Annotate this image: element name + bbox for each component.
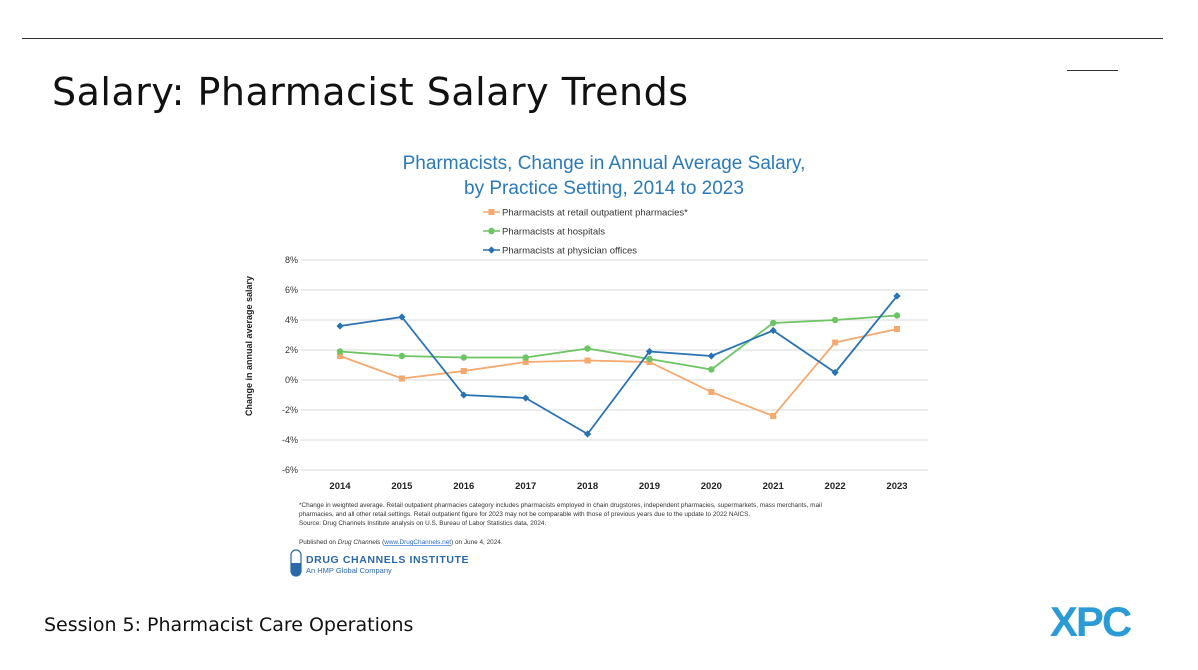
- data-point-marker: [708, 366, 715, 373]
- x-tick-label: 2023: [886, 481, 907, 492]
- series-line: [339, 328, 898, 417]
- x-tick-label: 2019: [639, 481, 660, 492]
- data-point-marker: [487, 246, 496, 254]
- x-tick-label: 2014: [329, 481, 351, 492]
- data-point-marker: [770, 413, 777, 419]
- y-tick-label: 8%: [285, 255, 298, 265]
- chart-legend: Pharmacists at retail outpatient pharmac…: [483, 208, 688, 257]
- legend-label: Pharmacists at physician offices: [502, 246, 637, 257]
- corner-accent-line: [1067, 70, 1118, 71]
- data-point-marker: [336, 348, 344, 355]
- footnote-line-1: *Change in weighted average. Retail outp…: [299, 502, 822, 509]
- data-point-marker: [522, 394, 530, 402]
- slide-title: Salary: Pharmacist Salary Trends: [52, 70, 689, 114]
- published-suffix: on June 4, 2024.: [453, 539, 503, 546]
- data-point-marker: [522, 354, 529, 361]
- data-point-marker: [460, 354, 467, 361]
- series-1: [337, 326, 900, 419]
- data-point-marker: [584, 357, 591, 364]
- source-logo-subtitle: An HMP Global Company: [306, 566, 392, 575]
- y-axis-label: Change in annual average salary: [244, 276, 254, 416]
- chart-gridlines: [301, 259, 928, 471]
- data-point-marker: [460, 368, 467, 374]
- data-point-marker: [584, 345, 591, 352]
- drugchannels-link[interactable]: www.DrugChannels.net: [383, 539, 451, 546]
- session-footer: Session 5: Pharmacist Care Operations: [44, 614, 414, 636]
- data-point-marker: [646, 355, 653, 363]
- x-tick-label: 2020: [701, 481, 722, 492]
- capsule-icon: [290, 549, 302, 577]
- data-point-marker: [488, 227, 495, 235]
- footnote-line-3: Source: Drug Channels Institute analysis…: [299, 520, 546, 527]
- data-point-marker: [460, 391, 468, 399]
- source-logo-name: DRUG CHANNELS INSTITUTE: [306, 554, 469, 566]
- chart-title-line-1: Pharmacists, Change in Annual Average Sa…: [403, 153, 806, 174]
- data-point-marker: [398, 375, 405, 382]
- data-point-marker: [831, 368, 839, 377]
- data-point-marker: [488, 209, 495, 215]
- published-source: Drug Channels: [338, 539, 381, 546]
- y-tick-label: 2%: [285, 345, 298, 355]
- legend-label: Pharmacists at hospitals: [502, 227, 605, 238]
- data-point-marker: [893, 312, 901, 319]
- xpc-logo-text: XPC: [1050, 598, 1132, 640]
- y-tick-label: 4%: [285, 315, 298, 325]
- data-point-marker: [708, 389, 715, 395]
- x-tick-label: 2022: [825, 481, 846, 492]
- data-point-marker: [832, 339, 839, 346]
- data-point-marker: [894, 326, 900, 332]
- x-tick-label: 2015: [391, 481, 413, 492]
- chart-title-line-2: by Practice Setting, 2014 to 2023: [464, 178, 744, 199]
- top-divider: [22, 38, 1163, 39]
- salary-trend-chart: Pharmacists, Change in Annual Average Sa…: [244, 153, 928, 577]
- data-point-marker: [645, 347, 654, 356]
- legend-item: Pharmacists at hospitals: [483, 227, 605, 238]
- y-axis-ticks: 8% 6% 4% 2% 0% -2% -4% -6%: [282, 255, 298, 475]
- chart-series: [336, 292, 901, 438]
- legend-item: Pharmacists at retail outpatient pharmac…: [483, 208, 688, 219]
- data-point-marker: [522, 359, 529, 365]
- data-point-marker: [707, 352, 715, 360]
- x-tick-label: 2018: [577, 481, 598, 492]
- data-point-marker: [770, 319, 777, 327]
- data-point-marker: [831, 316, 839, 324]
- data-point-marker: [583, 430, 592, 438]
- data-point-marker: [893, 292, 901, 300]
- data-point-marker: [337, 353, 343, 359]
- published-prefix: Published on: [299, 539, 338, 546]
- y-tick-label: 0%: [285, 375, 298, 385]
- y-tick-label: -2%: [282, 405, 298, 415]
- legend-label: Pharmacists at retail outpatient pharmac…: [502, 208, 688, 219]
- data-point-marker: [336, 322, 344, 330]
- x-tick-label: 2021: [763, 481, 785, 492]
- data-point-marker: [769, 326, 777, 335]
- drug-channels-institute-logo: DRUG CHANNELS INSTITUTE An HMP Global Co…: [290, 549, 469, 577]
- x-axis-ticks: 2014 2015 2016 2017 2018 2019 2020 2021 2022 2023: [329, 481, 907, 492]
- x-tick-label: 2016: [453, 481, 474, 492]
- x-tick-label: 2017: [515, 481, 536, 492]
- footnote-line-2: pharmacies, and all other retail setting…: [299, 511, 750, 518]
- series-line: [339, 295, 898, 435]
- y-tick-label: 6%: [285, 285, 298, 295]
- published-note: Published on Drug Channels (www.DrugChan…: [299, 539, 503, 546]
- series-3: [336, 292, 901, 438]
- xpc-logo: XPC: [1050, 598, 1134, 640]
- y-tick-label: -4%: [282, 435, 298, 445]
- data-point-marker: [398, 352, 406, 360]
- y-tick-label: -6%: [282, 465, 298, 475]
- legend-item: Pharmacists at physician offices: [483, 246, 637, 257]
- data-point-marker: [398, 313, 406, 321]
